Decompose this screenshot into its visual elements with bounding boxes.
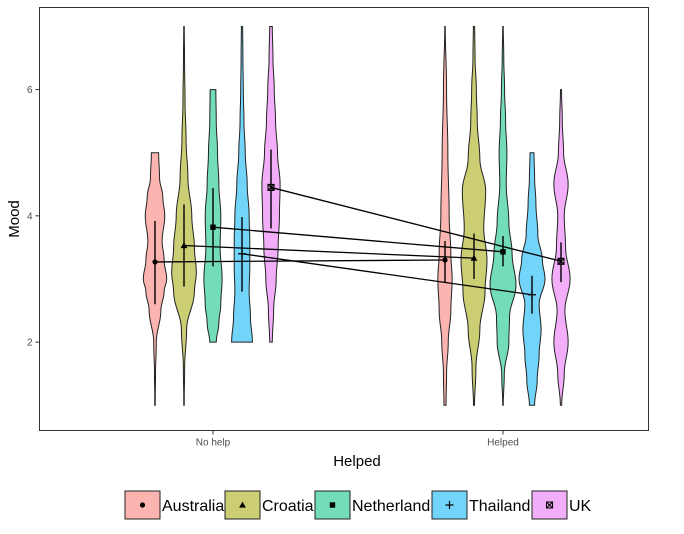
legend-label-thailand: Thailand [469, 498, 530, 515]
legend-marker-thailand [445, 501, 454, 509]
y-tick-label-2: 2 [27, 338, 33, 349]
violin-croatia-1 [460, 25, 488, 406]
x-axis-title: Helped [333, 453, 381, 470]
mean-point-thailand-0 [238, 249, 246, 258]
legend-label-croatia: Croatia [262, 498, 314, 515]
x-tick-label-0: No help [196, 438, 231, 449]
mean-point-uk-1 [557, 257, 565, 265]
mean-point-thailand-1 [528, 290, 536, 299]
legend-label-netherland: Netherland [352, 498, 430, 515]
violin-netherland-1 [489, 25, 517, 406]
y-tick-label-6: 6 [27, 85, 33, 96]
mean-line-croatia [183, 244, 475, 259]
mean-line-netherland [212, 226, 504, 253]
mean-point-australia-1 [442, 257, 448, 263]
plot-panel [39, 7, 649, 431]
legend-marker-australia [139, 502, 146, 508]
y-axis-title: Mood [6, 200, 23, 238]
mean-line-thailand [241, 253, 533, 296]
legend-marker-croatia [239, 501, 246, 508]
mean-line-uk [270, 186, 562, 262]
mean-markers-layer [152, 183, 565, 299]
legend-key-australia [124, 490, 161, 520]
mean-point-uk-0 [267, 183, 275, 191]
mean-line-australia [154, 259, 446, 263]
mean-point-croatia-0 [180, 242, 188, 249]
legend-marker-netherland [329, 502, 336, 508]
violin-australia-1 [437, 25, 453, 406]
mean-lines-layer [154, 186, 562, 296]
violin-thailand-0 [231, 25, 253, 343]
mean-point-australia-0 [152, 259, 158, 265]
x-axis: No help Helped [196, 430, 519, 449]
legend-label-uk: UK [569, 498, 592, 515]
mean-point-croatia-1 [470, 254, 478, 261]
legend: Australia Croatia Netherland Thailand UK [124, 490, 592, 520]
y-axis: 2 4 6 [27, 85, 40, 349]
y-tick-label-4: 4 [27, 211, 33, 222]
mean-point-netherland-0 [210, 224, 216, 230]
legend-marker-uk [545, 501, 554, 509]
legend-label-australia: Australia [162, 498, 224, 515]
mean-point-netherland-1 [500, 249, 506, 255]
x-tick-label-1: Helped [487, 438, 519, 449]
